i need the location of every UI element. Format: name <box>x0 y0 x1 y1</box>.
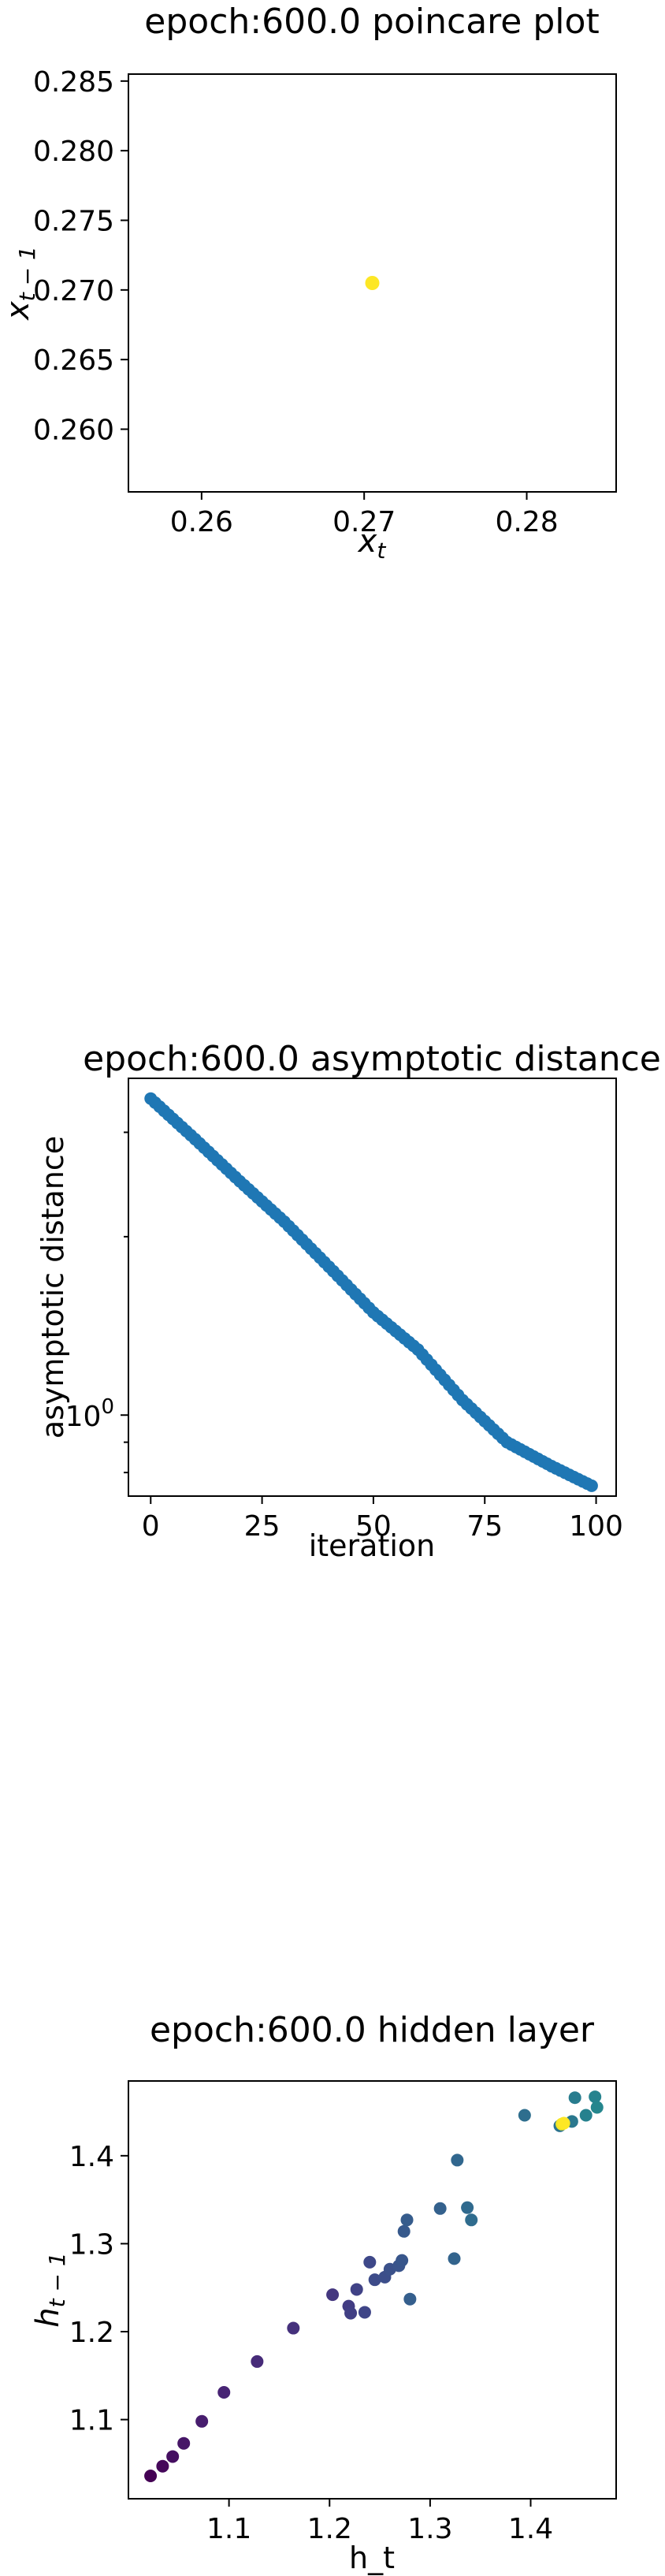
y-tick-label: 1.4 <box>69 2141 114 2173</box>
data-point <box>461 2201 474 2214</box>
asymptotic-title: epoch:600.0 asymptotic distance <box>83 1039 661 1079</box>
hidden-title: epoch:600.0 hidden layer <box>150 2010 595 2050</box>
poincare-y-label: xt − 1 <box>0 246 40 322</box>
hidden-x-label: h_t <box>349 2541 395 2575</box>
x-tick-label: 25 <box>244 1510 280 1543</box>
data-point <box>287 2321 300 2335</box>
x-tick-label: 0 <box>142 1510 160 1543</box>
x-tick-label: 0.28 <box>495 506 558 538</box>
data-point <box>590 2101 604 2114</box>
data-point <box>365 276 380 290</box>
asymptotic-x-ticks: 0 25 50 75 100 <box>142 1496 623 1543</box>
asymptotic-distance-plot: epoch:600.0 asymptotic distance 0 25 50 75 1… <box>35 1039 661 1563</box>
data-point <box>368 2273 381 2287</box>
poincare-plot: epoch:600.0 poincare plot 0.26 0.27 0.28 0… <box>0 2 617 564</box>
data-point <box>144 2469 158 2482</box>
hidden-y-ticks: 1.1 1.2 1.3 1.4 <box>69 2141 128 2437</box>
y-tick-label: 0.280 <box>33 136 114 168</box>
data-point <box>579 2109 593 2122</box>
data-point <box>156 2459 169 2473</box>
y-tick-label: 1.3 <box>69 2228 114 2261</box>
data-point <box>518 2109 531 2122</box>
data-point <box>585 1479 598 1492</box>
poincare-axes-frame <box>128 73 617 493</box>
hidden-x-ticks: 1.1 1.2 1.3 1.4 <box>206 2499 553 2545</box>
data-point <box>363 2255 377 2269</box>
poincare-y-ticks: 0.260 0.265 0.270 0.275 0.280 0.285 <box>33 66 128 447</box>
asymptotic-x-label: iteration <box>309 1528 436 1563</box>
data-point <box>448 2252 461 2265</box>
data-point <box>251 2355 264 2368</box>
y-tick-label: 0.270 <box>33 275 114 307</box>
y-tick-label: 1.2 <box>69 2317 114 2349</box>
data-point <box>350 2283 363 2296</box>
y-tick-label: 0.265 <box>33 344 114 377</box>
data-point <box>433 2202 447 2215</box>
y-tick-label: 1.1 <box>69 2405 114 2437</box>
x-tick-label: 1.2 <box>307 2513 352 2545</box>
poincare-points <box>365 276 380 290</box>
asymptotic-y-ticks: 100 <box>65 1131 128 1474</box>
x-tick-label: 1.3 <box>407 2513 452 2545</box>
asymptotic-points <box>144 1092 598 1492</box>
x-tick-label: 100 <box>569 1510 623 1543</box>
data-point <box>568 2091 581 2105</box>
x-tick-label: 0.26 <box>170 506 233 538</box>
poincare-x-ticks: 0.26 0.27 0.28 <box>170 492 559 538</box>
y-tick-label: 0.285 <box>33 66 114 99</box>
data-point <box>358 2306 371 2319</box>
y-tick-label: 0.275 <box>33 206 114 238</box>
data-point <box>166 2450 180 2463</box>
data-point <box>451 2153 464 2167</box>
data-point <box>326 2288 340 2302</box>
x-tick-label: 1.1 <box>206 2513 251 2545</box>
data-point <box>396 2254 409 2267</box>
y-tick-label: 100 <box>65 1395 114 1433</box>
data-point <box>400 2213 414 2227</box>
asymptotic-axes-frame <box>128 1078 617 1497</box>
x-tick-label: 75 <box>466 1510 503 1543</box>
data-point <box>344 2306 358 2320</box>
hidden-y-label: ht − 1 <box>30 2252 70 2327</box>
data-point <box>397 2224 411 2238</box>
data-point <box>589 2090 602 2104</box>
data-point <box>403 2292 417 2306</box>
data-point <box>217 2385 231 2399</box>
data-point <box>557 2116 570 2130</box>
data-point <box>177 2436 191 2450</box>
data-point <box>195 2414 209 2428</box>
data-point <box>465 2213 478 2227</box>
hidden-layer-plot: epoch:600.0 hidden layer 1.1 1.2 1.3 1.4 1.… <box>30 2010 617 2575</box>
hidden-axes-frame <box>128 2080 617 2500</box>
poincare-title: epoch:600.0 poincare plot <box>144 2 599 42</box>
y-tick-label: 0.260 <box>33 415 114 447</box>
x-tick-label: 0.27 <box>332 506 396 538</box>
x-tick-label: 50 <box>355 1510 392 1543</box>
asymptotic-y-label: asymptotic distance <box>35 1136 70 1439</box>
x-tick-label: 1.4 <box>508 2513 553 2545</box>
hidden-points <box>144 2090 604 2482</box>
